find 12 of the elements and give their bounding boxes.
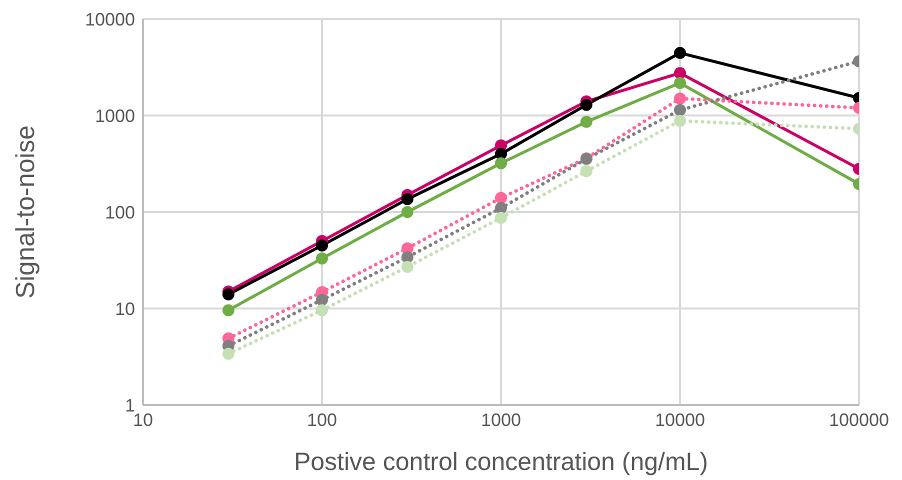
x-axis-title: Postive control concentration (ng/mL) — [294, 448, 708, 476]
y-tick-label: 100 — [104, 202, 135, 222]
x-tick-label: 10000 — [654, 410, 706, 430]
x-tick-label: 10 — [132, 410, 154, 430]
y-tick-label: 1 — [124, 395, 135, 416]
y-tick-label: 1000 — [94, 106, 135, 126]
y-tick-label: 10 — [114, 298, 135, 319]
x-tick-label: 100000 — [828, 410, 890, 430]
y-axis-title: Signal-to-noise — [10, 125, 40, 299]
x-tick-label: 100 — [306, 410, 338, 430]
x-tick-label: 1000 — [480, 410, 522, 430]
y-tick-label: 10000 — [84, 9, 135, 30]
